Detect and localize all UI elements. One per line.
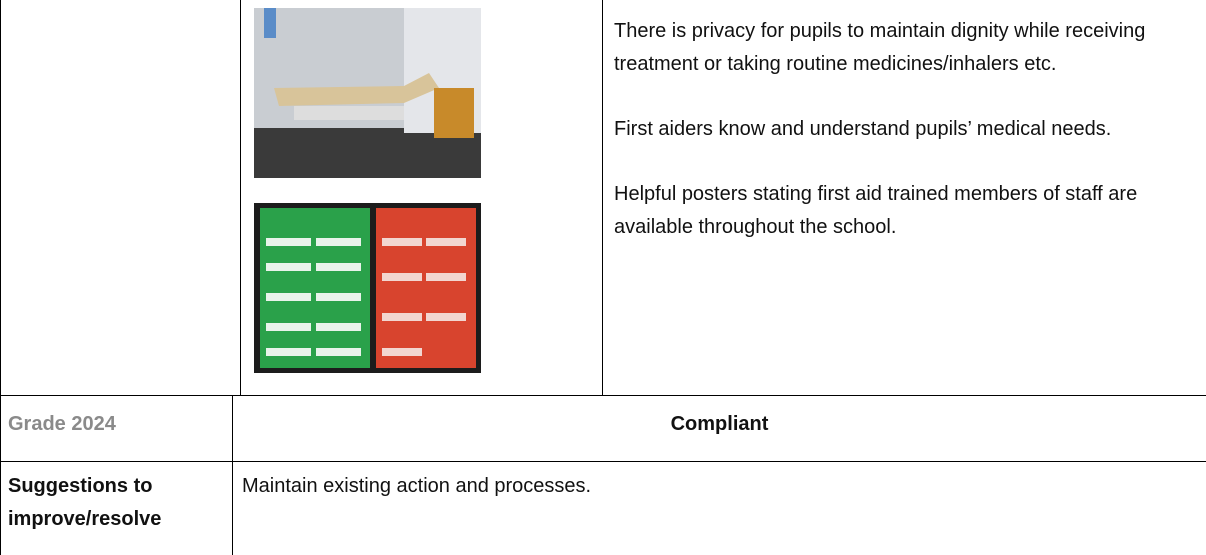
border (602, 0, 603, 395)
grade-label: Grade 2024 (8, 413, 116, 435)
finding-text: Helpful posters stating first aid traine… (614, 183, 1138, 238)
border (0, 0, 1, 555)
finding-text: First aiders know and understand pupils’… (614, 118, 1112, 140)
border (0, 461, 1206, 462)
photo-posters (254, 203, 481, 373)
border (232, 395, 233, 555)
border (240, 0, 241, 395)
suggestions-value: Maintain existing action and processes. (242, 475, 592, 497)
finding-text: There is privacy for pupils to maintain … (614, 20, 1146, 75)
findings: There is privacy for pupils to maintain … (614, 15, 1199, 276)
photo-medical-room (254, 8, 481, 178)
suggestions-label: Suggestions to improve/resolve (8, 475, 162, 530)
grade-value: Compliant (670, 413, 769, 435)
border (0, 395, 1206, 396)
